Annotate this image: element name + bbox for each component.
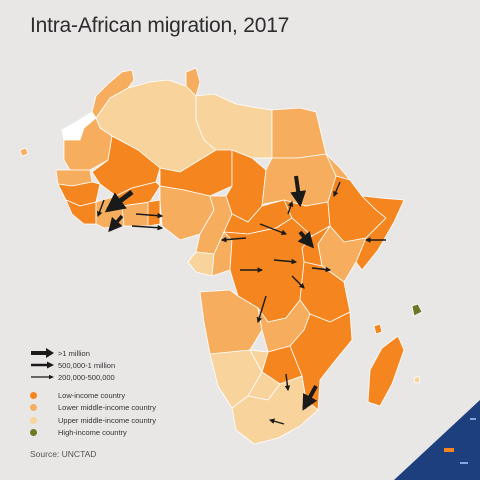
arrow-medium-icon — [31, 361, 54, 369]
legend-high-income: High-income country — [30, 426, 156, 438]
arrow-drc-uganda — [273, 258, 298, 265]
map-legend: >1 million 500,000-1 million 200,000-500… — [30, 347, 156, 438]
low-income-swatch — [30, 392, 37, 400]
arrow-drc-west — [220, 236, 247, 243]
region-mozambique — [289, 311, 353, 411]
legend-label: High-income country — [58, 427, 127, 437]
region-libya — [195, 93, 273, 159]
arrow-drc-zambia — [256, 295, 267, 324]
high-income-swatch — [30, 428, 37, 436]
arrow-sudan-south — [287, 200, 294, 215]
arrow-west-africa-medium — [108, 214, 124, 233]
legend-upper-middle-income: Upper middle-income country — [30, 414, 156, 426]
arrow-lesotho-sa — [268, 418, 285, 425]
migration-arrows — [96, 175, 386, 425]
arrow-moz-sa — [302, 385, 318, 411]
region-gabon — [187, 251, 215, 277]
arrow-burkina-cote — [96, 199, 105, 218]
arrow-south-sudan-north — [290, 175, 307, 208]
corner-decoration — [394, 400, 480, 480]
legend-arrow-small: 200,000-500,000 — [30, 371, 156, 383]
legend-label: Low-income country — [58, 391, 126, 401]
region-togo-benin — [147, 199, 161, 227]
legend-arrow-large: >1 million — [30, 347, 156, 359]
arrow-south-sudan-uganda — [297, 230, 315, 249]
region-somalia — [355, 195, 405, 271]
region-morocco — [91, 69, 135, 119]
region-mauritius — [413, 375, 421, 384]
arrow-eritrea-sudan — [333, 181, 341, 198]
arrow-small-icon — [31, 375, 54, 380]
arrow-burundi-tanzania — [291, 275, 305, 289]
arrow-large-icon — [31, 348, 54, 359]
arrow-west-africa-large — [104, 190, 134, 213]
arrow-to-ghana-2 — [131, 224, 164, 231]
region-tunisia — [185, 67, 201, 97]
arrow-to-ghana-1 — [135, 212, 164, 219]
legend-label: 500,000-1 million — [58, 360, 116, 370]
upper-middle-income-swatch — [30, 416, 37, 424]
arrow-zimbabwe-sa-1 — [284, 373, 291, 392]
arrow-car-chad — [259, 223, 288, 236]
region-cape-verde — [19, 147, 29, 157]
legend-label: 200,000-500,000 — [58, 372, 115, 382]
legend-label: Upper middle-income country — [58, 415, 156, 425]
region-comoros — [373, 323, 383, 335]
source-note: Source: UNCTAD — [30, 449, 97, 459]
region-egypt — [271, 107, 327, 159]
legend-arrow-medium: 500,000-1 million — [30, 359, 156, 371]
lower-middle-income-swatch — [30, 404, 37, 412]
legend-low-income: Low-income country — [30, 390, 156, 402]
map-title: Intra-African migration, 2017 — [30, 14, 290, 37]
legend-label: >1 million — [58, 348, 90, 358]
arrow-rwanda-drc — [311, 266, 332, 273]
region-seychelles — [411, 303, 423, 317]
legend-label: Lower middle-income country — [58, 403, 156, 413]
legend-lower-middle-income: Lower middle-income country — [30, 402, 156, 414]
region-madagascar — [367, 335, 405, 407]
